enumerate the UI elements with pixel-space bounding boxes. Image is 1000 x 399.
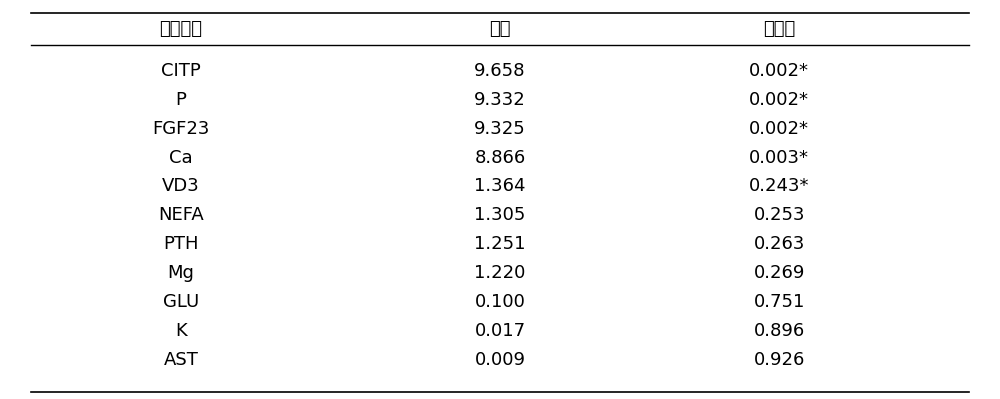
Text: 1.305: 1.305: [474, 206, 526, 224]
Text: 检测指标: 检测指标: [159, 20, 202, 38]
Text: Mg: Mg: [167, 264, 194, 282]
Text: Ca: Ca: [169, 148, 193, 166]
Text: 8.866: 8.866: [474, 148, 526, 166]
Text: 1.220: 1.220: [474, 264, 526, 282]
Text: 0.002*: 0.002*: [749, 91, 809, 109]
Text: NEFA: NEFA: [158, 206, 204, 224]
Text: 0.751: 0.751: [754, 293, 805, 311]
Text: 0.926: 0.926: [754, 351, 805, 369]
Text: 0.009: 0.009: [475, 351, 526, 369]
Text: PTH: PTH: [163, 235, 199, 253]
Text: 0.003*: 0.003*: [749, 148, 809, 166]
Text: 9.332: 9.332: [474, 91, 526, 109]
Text: 1.364: 1.364: [474, 178, 526, 196]
Text: 0.002*: 0.002*: [749, 62, 809, 80]
Text: 0.269: 0.269: [754, 264, 805, 282]
Text: 得分: 得分: [489, 20, 511, 38]
Text: VD3: VD3: [162, 178, 200, 196]
Text: GLU: GLU: [163, 293, 199, 311]
Text: K: K: [175, 322, 187, 340]
Text: 0.100: 0.100: [475, 293, 525, 311]
Text: FGF23: FGF23: [152, 120, 210, 138]
Text: 0.017: 0.017: [474, 322, 526, 340]
Text: CITP: CITP: [161, 62, 201, 80]
Text: AST: AST: [163, 351, 198, 369]
Text: 0.243*: 0.243*: [749, 178, 809, 196]
Text: P: P: [175, 91, 186, 109]
Text: 9.658: 9.658: [474, 62, 526, 80]
Text: 0.896: 0.896: [754, 322, 805, 340]
Text: 1.251: 1.251: [474, 235, 526, 253]
Text: 9.325: 9.325: [474, 120, 526, 138]
Text: 0.002*: 0.002*: [749, 120, 809, 138]
Text: 显著性: 显著性: [763, 20, 795, 38]
Text: 0.263: 0.263: [754, 235, 805, 253]
Text: 0.253: 0.253: [753, 206, 805, 224]
